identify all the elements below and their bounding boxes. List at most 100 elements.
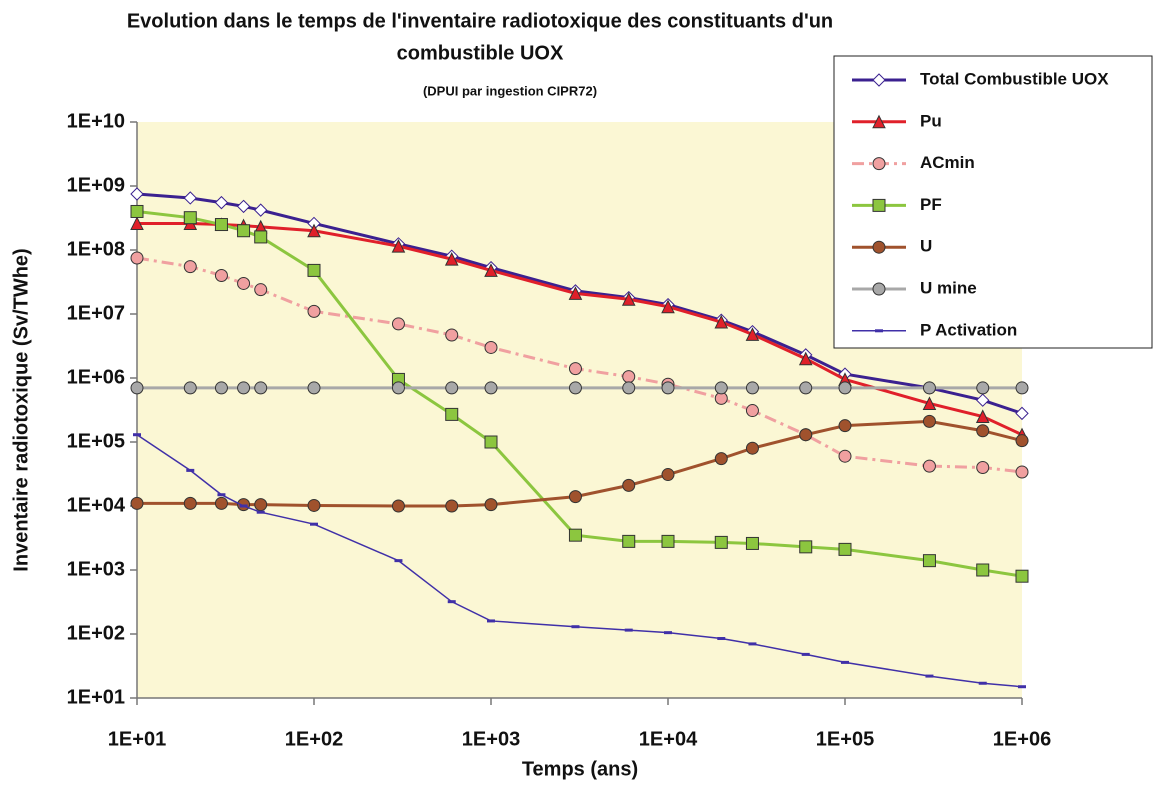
marker (622, 534, 636, 548)
x-tick-label: 1E+03 (462, 728, 520, 750)
marker (214, 381, 228, 395)
legend-label: U mine (920, 278, 977, 297)
marker (745, 441, 759, 455)
marker (745, 327, 760, 341)
marker (798, 351, 813, 366)
marker (568, 286, 583, 300)
marker (214, 195, 229, 210)
marker (922, 459, 936, 473)
marker (838, 542, 852, 556)
marker (183, 211, 197, 225)
marker (975, 409, 990, 424)
marker (745, 381, 759, 395)
marker (1015, 381, 1029, 395)
marker (621, 292, 636, 306)
marker (799, 540, 813, 554)
y-tick-label: 1E+02 (67, 622, 125, 644)
legend-label: Total Combustible UOX (920, 69, 1109, 88)
marker (838, 449, 852, 463)
chart-subtitle: (DPUI par ingestion CIPR72) (423, 83, 597, 98)
y-tick-label: 1E+09 (67, 174, 125, 196)
marker (214, 268, 228, 282)
marker (214, 496, 228, 510)
marker (838, 381, 852, 395)
marker (484, 381, 498, 395)
legend-label: U (920, 237, 932, 256)
marker (872, 198, 886, 212)
x-tick-label: 1E+05 (816, 728, 874, 750)
legend-label: P Activation (920, 320, 1017, 339)
marker (661, 299, 675, 314)
marker (799, 428, 813, 442)
marker (254, 203, 268, 217)
marker (445, 328, 459, 342)
marker (130, 204, 144, 218)
marker (484, 435, 498, 449)
marker (568, 362, 582, 376)
marker (568, 528, 582, 542)
marker (714, 381, 728, 395)
y-tick-label: 1E+04 (67, 494, 126, 516)
x-axis-label: Temps (ans) (522, 758, 638, 780)
marker (976, 460, 990, 474)
marker (307, 223, 321, 238)
marker (445, 407, 459, 421)
marker (183, 496, 197, 510)
marker (745, 404, 759, 418)
y-tick-label: 1E+06 (67, 366, 125, 388)
y-tick-label: 1E+08 (67, 238, 125, 260)
marker (714, 314, 729, 329)
marker (872, 73, 886, 87)
marker (922, 554, 936, 568)
marker (183, 381, 197, 395)
marker (1015, 434, 1029, 448)
x-tick-label: 1E+04 (639, 728, 698, 750)
marker (391, 499, 405, 513)
marker (254, 381, 268, 395)
y-tick-label: 1E+03 (67, 558, 125, 580)
marker (444, 252, 459, 266)
legend-label: Pu (920, 111, 942, 130)
y-axis-label: Inventaire radiotoxique (Sv/TWhe) (10, 248, 32, 571)
marker (799, 381, 813, 395)
marker (1015, 406, 1029, 421)
marker (872, 114, 886, 129)
marker (1015, 569, 1029, 583)
chart-title: Evolution dans le temps de l'inventaire … (127, 10, 833, 32)
marker (307, 498, 321, 512)
marker (484, 263, 498, 277)
y-tick-label: 1E+05 (67, 430, 125, 452)
marker (872, 282, 886, 296)
marker (307, 263, 321, 277)
y-tick-label: 1E+07 (67, 302, 125, 324)
marker (568, 381, 582, 395)
marker (214, 218, 228, 232)
marker (922, 414, 936, 428)
marker (714, 452, 728, 466)
marker (976, 424, 990, 438)
marker (622, 478, 636, 492)
marker (237, 276, 251, 290)
legend-box (833, 55, 1153, 349)
marker (661, 468, 675, 482)
x-tick-label: 1E+01 (108, 728, 166, 750)
y-tick-label: 1E+10 (67, 110, 125, 132)
marker (484, 498, 498, 512)
marker (976, 393, 990, 407)
chart-title: combustible UOX (397, 42, 564, 64)
marker (872, 157, 886, 171)
marker (714, 535, 728, 549)
marker (254, 283, 268, 297)
marker (838, 419, 852, 433)
marker (130, 216, 144, 230)
marker (976, 563, 990, 577)
marker (130, 496, 144, 510)
marker (130, 187, 144, 201)
marker (307, 381, 321, 395)
marker (568, 490, 582, 504)
marker (661, 534, 675, 548)
marker (237, 381, 251, 395)
marker (445, 499, 459, 513)
marker (237, 224, 251, 238)
marker (254, 498, 268, 512)
